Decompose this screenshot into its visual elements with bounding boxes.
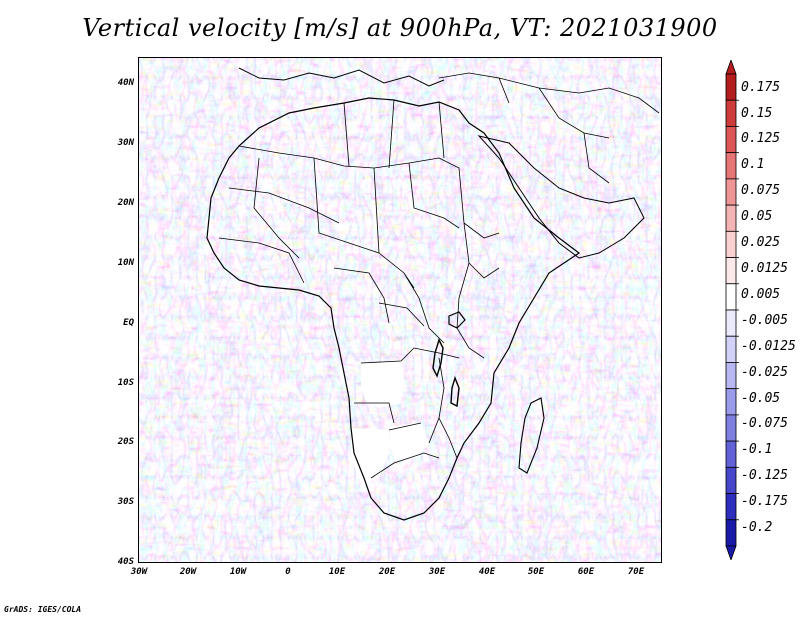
colorbar-swatch <box>725 414 737 442</box>
lon-label-10w: 10W <box>229 567 247 577</box>
colorbar-label: -0.05 <box>741 391 781 406</box>
colorbar-swatch <box>725 493 737 521</box>
lon-label-30w: 30W <box>130 567 148 577</box>
colorbar-swatch <box>725 388 737 416</box>
colorbar-swatch <box>725 440 737 468</box>
lake-tanganyika <box>432 338 444 378</box>
lon-label-70e: 70E <box>627 567 645 577</box>
colorbar-swatch <box>725 257 737 285</box>
africa-coastline <box>206 97 581 521</box>
colorbar-label: 0.175 <box>741 80 781 95</box>
lon-label-40e: 40E <box>478 567 496 577</box>
lon-label-60e: 60E <box>577 567 595 577</box>
lat-label-30s: 30S <box>117 497 134 507</box>
colorbar-label: -0.005 <box>741 313 788 328</box>
colorbar <box>725 60 739 560</box>
colorbar-swatch <box>725 204 737 232</box>
map-title: Vertical velocity [m/s] at 900hPa, VT: 2… <box>82 14 718 42</box>
lat-label-30n: 30N <box>117 138 134 148</box>
colorbar-arrow-top <box>725 60 737 75</box>
lat-label-10n: 10N <box>117 258 134 268</box>
colorbar-label: 0.005 <box>741 287 781 302</box>
lon-label-0: 0 <box>285 567 291 577</box>
colorbar-swatch <box>725 152 737 180</box>
lake-malawi <box>450 375 460 408</box>
lat-label-10s: 10S <box>117 378 134 388</box>
colorbar-swatch <box>725 283 737 311</box>
colorbar-label: -0.175 <box>741 494 788 509</box>
colorbar-swatch <box>725 335 737 363</box>
colorbar-label: 0.0125 <box>741 261 788 276</box>
colorbar-swatch <box>725 126 737 154</box>
middle-east-borders <box>438 72 660 184</box>
colorbar-arrow-bottom <box>725 545 737 560</box>
country-borders <box>218 99 500 479</box>
colorbar-swatch <box>725 362 737 390</box>
colorbar-label: 0.025 <box>741 235 781 250</box>
colorbar-label: -0.075 <box>741 416 788 431</box>
colorbar-swatch <box>725 230 737 258</box>
missing-data-region <box>361 361 404 408</box>
colorbar-swatch <box>725 309 737 337</box>
lat-label-20n: 20N <box>117 198 134 208</box>
lon-label-50e: 50E <box>527 567 545 577</box>
lat-label-40n: 40N <box>117 78 134 88</box>
missing-data-region-2 <box>389 423 429 460</box>
colorbar-label: -0.2 <box>741 520 773 535</box>
velocity-map <box>139 58 661 562</box>
lake-victoria <box>448 311 466 329</box>
colorbar-label: -0.025 <box>741 365 788 380</box>
lat-label-20s: 20S <box>117 437 134 447</box>
colorbar-label: 0.05 <box>741 209 773 224</box>
colorbar-label: 0.075 <box>741 183 781 198</box>
colorbar-label: 0.15 <box>741 106 773 121</box>
velocity-field-detail <box>139 58 661 562</box>
colorbar-label: 0.125 <box>741 131 781 146</box>
colorbar-swatch <box>725 99 737 127</box>
colorbar-swatch <box>725 466 737 494</box>
colorbar-swatch <box>725 519 737 547</box>
lon-label-10e: 10E <box>328 567 346 577</box>
arabia-coastline <box>477 135 645 259</box>
lon-label-20e: 20E <box>378 567 396 577</box>
colorbar-label: 0.1 <box>741 157 765 172</box>
lat-label-40s: 40S <box>117 557 134 567</box>
map-panel <box>138 57 662 563</box>
madagascar <box>518 397 545 474</box>
europe-coastline <box>238 67 445 87</box>
lat-label-eq: EQ <box>123 318 134 328</box>
footer-credit: GrADS: IGES/COLA <box>4 605 82 614</box>
colorbar-label: -0.1 <box>741 442 773 457</box>
lon-label-30e: 30E <box>428 567 446 577</box>
colorbar-swatch <box>725 178 737 206</box>
colorbar-label: -0.0125 <box>741 339 796 354</box>
colorbar-swatch <box>725 73 737 101</box>
lon-label-20w: 20W <box>179 567 197 577</box>
colorbar-label: -0.125 <box>741 468 788 483</box>
